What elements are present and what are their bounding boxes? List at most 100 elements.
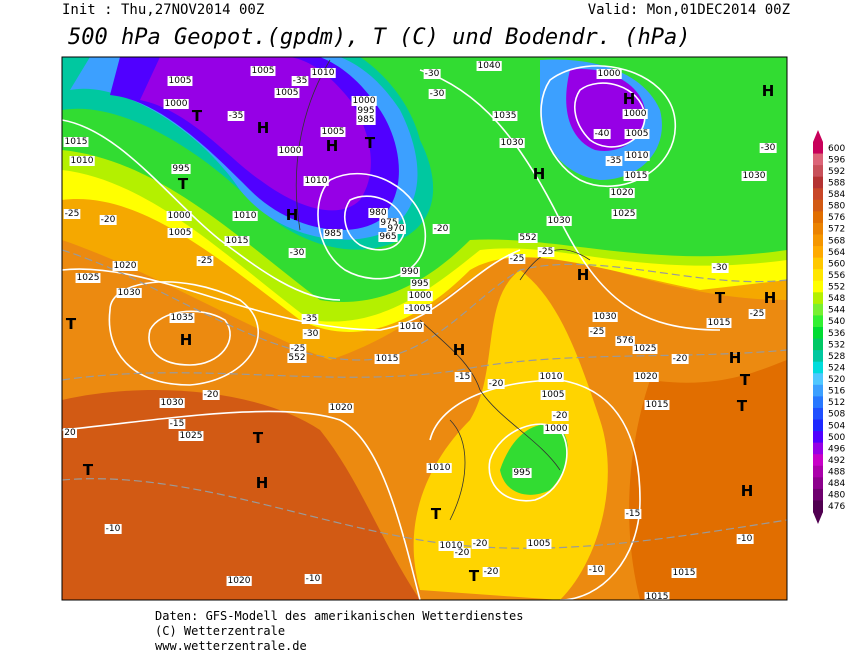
- label-background: [644, 400, 670, 410]
- label-background: [587, 565, 605, 575]
- pressure-center: H: [577, 266, 590, 284]
- pressure-center: T: [192, 107, 203, 125]
- contour-label: 1005: [169, 76, 192, 86]
- label-background: [546, 216, 572, 226]
- field-yellow-south: [413, 270, 608, 600]
- label-background: [104, 524, 122, 534]
- label-background: [304, 574, 322, 584]
- isobar: [344, 195, 406, 251]
- label-background: [499, 138, 525, 148]
- label-background: [711, 263, 729, 273]
- contour-label: 995: [411, 279, 428, 289]
- contour-label: 990: [401, 267, 418, 277]
- contour-label: 1015: [673, 568, 696, 578]
- contour-label: 1025: [634, 344, 657, 354]
- label-background: [224, 236, 250, 246]
- colorbar-swatch: [813, 246, 823, 259]
- label-background: [99, 215, 117, 225]
- label-background: [277, 146, 303, 156]
- contour-label: 995: [513, 468, 530, 478]
- contour-label: -25: [198, 256, 213, 266]
- pressure-center: T: [178, 175, 189, 193]
- pressure-center: H: [286, 206, 299, 224]
- contour-label: 1030: [743, 171, 766, 181]
- colorbar-swatch: [813, 407, 823, 420]
- colorbar-label: 492: [828, 456, 845, 466]
- colorbar-label: 528: [828, 352, 845, 362]
- contour-label: -10: [738, 534, 753, 544]
- label-background: [588, 327, 606, 337]
- colorbar-swatch: [813, 500, 823, 513]
- label-background: [748, 309, 766, 319]
- label-background: [310, 68, 336, 78]
- label-background: [323, 229, 343, 239]
- colorbar-swatch: [813, 442, 823, 455]
- contour-label: 1005: [322, 127, 345, 137]
- label-background: [289, 344, 307, 354]
- label-background: [167, 228, 193, 238]
- label-background: [328, 403, 354, 413]
- label-background: [438, 541, 464, 551]
- label-background: [611, 209, 637, 219]
- label-background: [596, 69, 622, 79]
- isobar: [62, 119, 341, 301]
- colorbar-swatch: [813, 396, 823, 409]
- contour-label: 1000: [598, 69, 621, 79]
- pressure-center: H: [257, 119, 270, 137]
- label-background: [492, 111, 518, 121]
- label-background: [171, 164, 191, 174]
- contour-label: 1005: [626, 129, 649, 139]
- contour-label: 1010: [428, 463, 451, 473]
- label-background: [368, 208, 388, 218]
- colorbar-swatch: [813, 211, 823, 224]
- label-background: [671, 354, 689, 364]
- label-background: [232, 211, 258, 221]
- label-background: [428, 89, 446, 99]
- contour-label: 1005: [528, 539, 551, 549]
- label-background: [592, 312, 618, 322]
- colorbar-label: 540: [828, 317, 845, 327]
- colorbar-label: 524: [828, 363, 845, 373]
- contour-label: 1020: [228, 576, 251, 586]
- contour-label: -30: [761, 143, 776, 153]
- contour-label: 965: [379, 232, 396, 242]
- pressure-center: T: [253, 429, 264, 447]
- contour-label: 1010: [626, 151, 649, 161]
- label-background: [163, 99, 189, 109]
- colorbar-label: 512: [828, 398, 845, 408]
- colorbar-swatch: [813, 269, 823, 282]
- contour-label: 1020: [611, 188, 634, 198]
- map-frame: [61, 56, 788, 601]
- label-background: [423, 69, 441, 79]
- pressure-center: T: [431, 505, 442, 523]
- pressure-center: H: [326, 137, 339, 155]
- pressure-center: T: [715, 289, 726, 307]
- colorbar-label: 564: [828, 248, 845, 258]
- colorbar-label: 536: [828, 329, 845, 339]
- contour-label: -20: [455, 548, 470, 558]
- pressure-center: H: [762, 82, 775, 100]
- label-background: [398, 322, 424, 332]
- label-background: [624, 509, 642, 519]
- contour-label: -25: [590, 327, 605, 337]
- contour-label: -20: [553, 411, 568, 421]
- contour-label: 975: [380, 218, 397, 228]
- contour-label: -35: [229, 111, 244, 121]
- label-background: [400, 267, 420, 277]
- contour-label: -30: [430, 89, 445, 99]
- contour-label: 1000: [279, 146, 302, 156]
- colorbar-swatch: [813, 153, 823, 166]
- colorbar-swatch: [813, 303, 823, 316]
- label-background: [374, 354, 400, 364]
- contour-label: -25: [750, 309, 765, 319]
- contour-label: 1020: [114, 261, 137, 271]
- colorbar-swatch: [813, 338, 823, 351]
- colorbar-swatch: [813, 199, 823, 212]
- contour-label: 1005: [252, 66, 275, 76]
- colorbar-end: [813, 130, 823, 142]
- label-background: [615, 336, 635, 346]
- label-background: [482, 567, 500, 577]
- colorbar-swatch: [813, 454, 823, 467]
